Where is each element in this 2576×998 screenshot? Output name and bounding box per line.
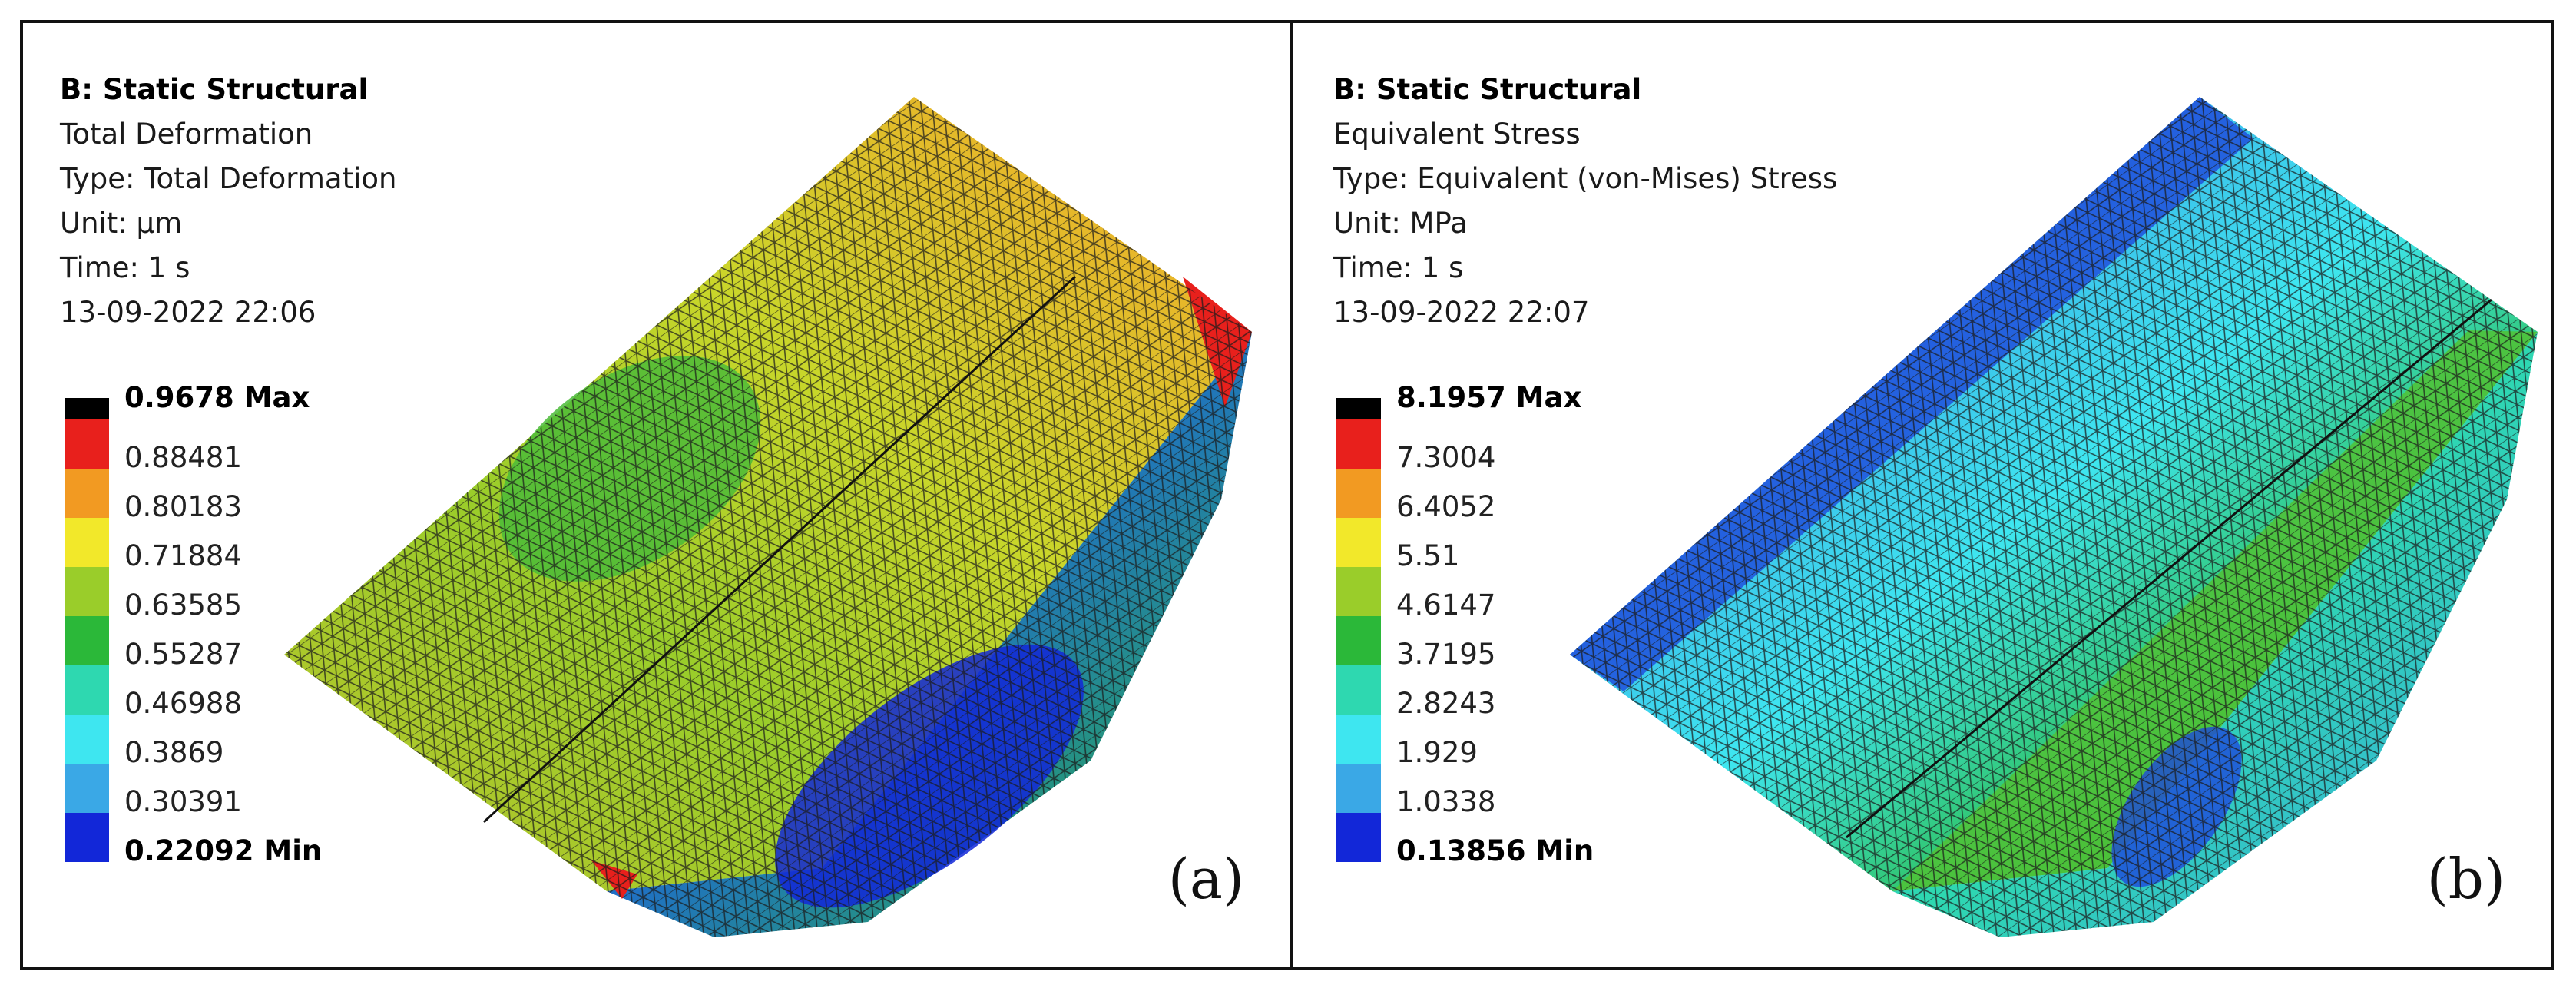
legend-value: 0.46988 [124, 687, 243, 720]
legend-value: 1.929 [1396, 736, 1478, 769]
legend-swatch [1336, 715, 1381, 764]
legend-value: 0.30391 [124, 785, 243, 818]
legend-swatch [65, 665, 109, 715]
mesh-overlay [284, 97, 1252, 937]
edge-line [1846, 298, 2492, 839]
legend-swatch [1336, 518, 1381, 567]
legend-swatch [65, 567, 109, 616]
legend-value: 1.0338 [1396, 785, 1496, 818]
legend-swatch [1336, 419, 1381, 469]
legend-value: 0.88481 [124, 441, 243, 474]
legend-swatch [65, 518, 109, 567]
legend-swatch [65, 764, 109, 813]
legend-value: 5.51 [1396, 539, 1460, 572]
panel-equivalent-stress: B: Static Structural Equivalent Stress T… [1293, 23, 2551, 967]
legend-value: 2.8243 [1396, 687, 1496, 720]
panel-tag: (a) [1167, 847, 1244, 911]
legend-max: 0.9678 Max [124, 381, 310, 414]
info-block: B: Static Structural Total Deformation T… [60, 68, 396, 335]
legend-value: 4.6147 [1396, 589, 1496, 622]
edge-line [482, 275, 1077, 824]
legend-value: 7.3004 [1396, 441, 1496, 474]
legend-swatch [65, 715, 109, 764]
mesh-overlay [1570, 97, 2538, 937]
legend-value: 0.71884 [124, 539, 243, 572]
result-time: Time: 1 s [60, 251, 190, 284]
analysis-title: B: Static Structural [1333, 73, 1642, 106]
legend-value: 0.80183 [124, 490, 243, 523]
legend-value: 6.4052 [1396, 490, 1496, 523]
legend-max-swatch [65, 398, 109, 419]
legend-swatch [65, 419, 109, 469]
legend-swatch [65, 469, 109, 518]
analysis-title: B: Static Structural [60, 73, 369, 106]
legend-value: 0.55287 [124, 638, 243, 671]
result-unit: Unit: MPa [1333, 207, 1468, 240]
figure-frame: B: Static Structural Total Deformation T… [20, 20, 2554, 970]
legend-max: 8.1957 Max [1396, 381, 1582, 414]
result-unit: Unit: μm [60, 207, 183, 240]
legend-swatch [1336, 665, 1381, 715]
stress-model [1570, 97, 2538, 937]
panel-total-deformation: B: Static Structural Total Deformation T… [23, 23, 1290, 967]
result-type: Type: Equivalent (von-Mises) Stress [1333, 162, 1838, 195]
result-time: Time: 1 s [1333, 251, 1464, 284]
legend-min: 0.22092 Min [124, 834, 323, 867]
legend-min: 0.13856 Min [1396, 834, 1594, 867]
legend-swatch [1336, 813, 1381, 862]
legend-swatch [1336, 567, 1381, 616]
result-name: Total Deformation [60, 118, 313, 151]
panel-divider [1290, 23, 1293, 967]
info-block: B: Static Structural Equivalent Stress T… [1333, 68, 1837, 335]
result-date: 13-09-2022 22:06 [60, 296, 316, 329]
legend-swatch [1336, 616, 1381, 665]
panel-tag: (b) [2426, 847, 2505, 911]
legend-swatch [65, 616, 109, 665]
result-date: 13-09-2022 22:07 [1333, 296, 1590, 329]
legend-swatch [65, 813, 109, 862]
result-name: Equivalent Stress [1333, 118, 1581, 151]
legend-value: 3.7195 [1396, 638, 1496, 671]
legend-swatch [1336, 764, 1381, 813]
legend-swatch [1336, 469, 1381, 518]
legend-value: 0.63585 [124, 589, 243, 622]
deformation-model [284, 97, 1252, 937]
legend-max-swatch [1336, 398, 1381, 419]
result-type: Type: Total Deformation [60, 162, 397, 195]
legend-value: 0.3869 [124, 736, 224, 769]
